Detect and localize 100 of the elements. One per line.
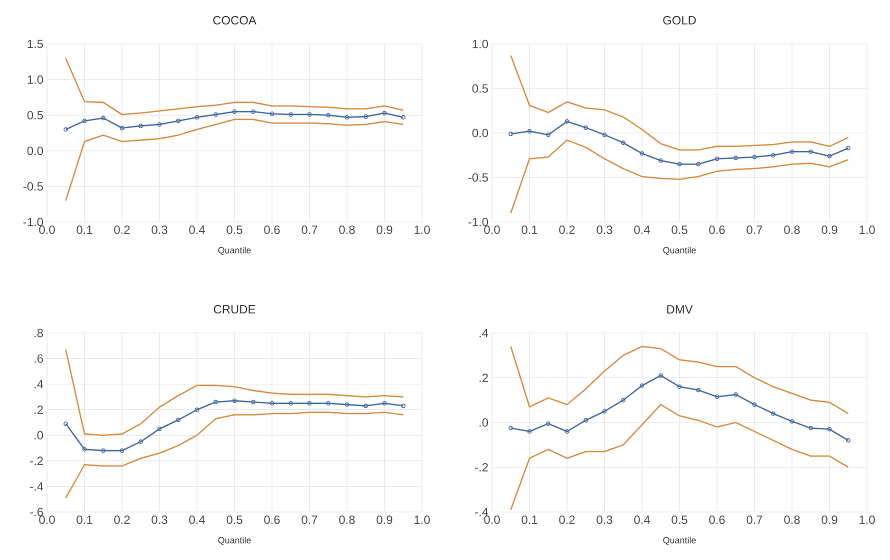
- x-tick-label: 1.0: [414, 226, 430, 234]
- point: [771, 411, 776, 416]
- point: [677, 162, 682, 166]
- point: [790, 149, 794, 154]
- chart-title: GOLD: [663, 16, 696, 24]
- point: [194, 115, 200, 120]
- x-tick-label: 0.9: [822, 226, 838, 234]
- y-tick-label: .8: [34, 328, 43, 338]
- point: [307, 112, 312, 117]
- x-tick-label: 0.2: [559, 516, 575, 524]
- x-tick-label: 0.7: [746, 516, 762, 524]
- line-series: [510, 346, 849, 414]
- y-tick-label: -.4: [475, 508, 488, 516]
- x-tick-label: 0.7: [302, 226, 318, 234]
- x-tick-label: 0.2: [114, 516, 130, 524]
- x-axis-title: Quantile: [218, 536, 251, 546]
- y-tick-label: -.6: [30, 508, 43, 516]
- x-tick-label: 0.8: [784, 226, 800, 234]
- point: [808, 426, 813, 430]
- point: [82, 447, 87, 452]
- point: [602, 132, 607, 138]
- y-tick-label: -.4: [30, 482, 44, 491]
- point: [564, 119, 570, 124]
- point: [138, 439, 143, 444]
- x-tick-label: 0.9: [376, 516, 392, 524]
- y-tick-label: 0.0: [27, 146, 44, 156]
- point: [251, 400, 256, 404]
- point: [564, 429, 570, 434]
- x-tick-label: 0.3: [152, 516, 168, 524]
- x-tick-label: 0.7: [746, 226, 762, 234]
- x-tick-label: 0.5: [672, 516, 688, 524]
- x-axis-title: Quantile: [663, 536, 696, 546]
- point: [734, 156, 738, 160]
- point: [382, 110, 387, 116]
- y-tick-label: 0.5: [27, 110, 43, 120]
- point: [640, 151, 644, 156]
- y-tick-label: .0: [34, 431, 44, 440]
- x-tick-label: 0.1: [76, 516, 92, 524]
- y-tick-label: .2: [480, 374, 488, 382]
- point: [232, 109, 237, 114]
- y-tick-label: .6: [34, 354, 43, 363]
- point: [326, 401, 330, 406]
- point: [546, 132, 550, 138]
- point: [714, 394, 720, 400]
- x-tick-label: 0.5: [672, 226, 688, 234]
- x-tick-label: 0.4: [189, 516, 205, 524]
- x-axis-title: Quantile: [218, 246, 251, 256]
- x-tick-label: 0.4: [634, 516, 650, 524]
- x-tick-label: 0.4: [634, 226, 650, 234]
- y-tick-label: .4: [34, 380, 44, 388]
- point: [827, 154, 832, 158]
- x-tick-label: 1.0: [860, 516, 875, 524]
- line-series: [510, 139, 849, 214]
- point: [214, 112, 218, 117]
- point: [138, 124, 143, 128]
- chart-title: COCOA: [213, 16, 256, 24]
- point: [752, 154, 757, 160]
- point: [176, 118, 180, 124]
- point: [752, 402, 757, 407]
- y-tick-label: -1.0: [23, 218, 44, 226]
- y-tick-label: .2: [34, 406, 43, 414]
- chart-title: CRUDE: [214, 305, 256, 314]
- x-tick-label: 0.9: [376, 226, 392, 234]
- y-tick-label: 0.5: [472, 84, 488, 93]
- point: [326, 112, 330, 118]
- x-tick-label: 1.0: [414, 516, 430, 524]
- x-tick-label: 0.6: [709, 226, 725, 234]
- point: [344, 402, 350, 407]
- y-tick-label: 1.5: [28, 40, 43, 48]
- point: [602, 409, 607, 414]
- point: [658, 373, 663, 378]
- x-tick-label: 0.7: [302, 516, 318, 524]
- point: [714, 156, 720, 162]
- x-tick-label: 0.8: [339, 226, 355, 234]
- y-tick-label: 1.0: [472, 40, 488, 48]
- y-tick-label: 0.0: [472, 128, 488, 138]
- point: [101, 116, 106, 120]
- y-tick-label: -0.5: [23, 182, 43, 191]
- x-tick-label: 0.6: [709, 516, 725, 524]
- x-tick-label: 0.9: [822, 516, 838, 524]
- line-series: [65, 412, 404, 499]
- point: [696, 162, 700, 166]
- point: [658, 158, 663, 163]
- x-tick-label: 0.3: [152, 226, 168, 234]
- point: [157, 122, 162, 127]
- x-tick-label: 1.0: [860, 226, 875, 234]
- point: [527, 429, 532, 434]
- x-tick-label: 0.5: [226, 516, 242, 524]
- point: [157, 426, 162, 432]
- x-tick-label: 0.2: [559, 226, 575, 234]
- x-tick-label: 0.1: [522, 226, 538, 234]
- point: [808, 149, 813, 154]
- point: [584, 125, 588, 130]
- y-tick-label: .4: [480, 328, 488, 338]
- point: [232, 398, 237, 403]
- point: [82, 118, 87, 124]
- point: [621, 398, 626, 402]
- y-tick-label: -.2: [30, 456, 43, 466]
- point: [771, 153, 776, 158]
- point: [382, 401, 387, 406]
